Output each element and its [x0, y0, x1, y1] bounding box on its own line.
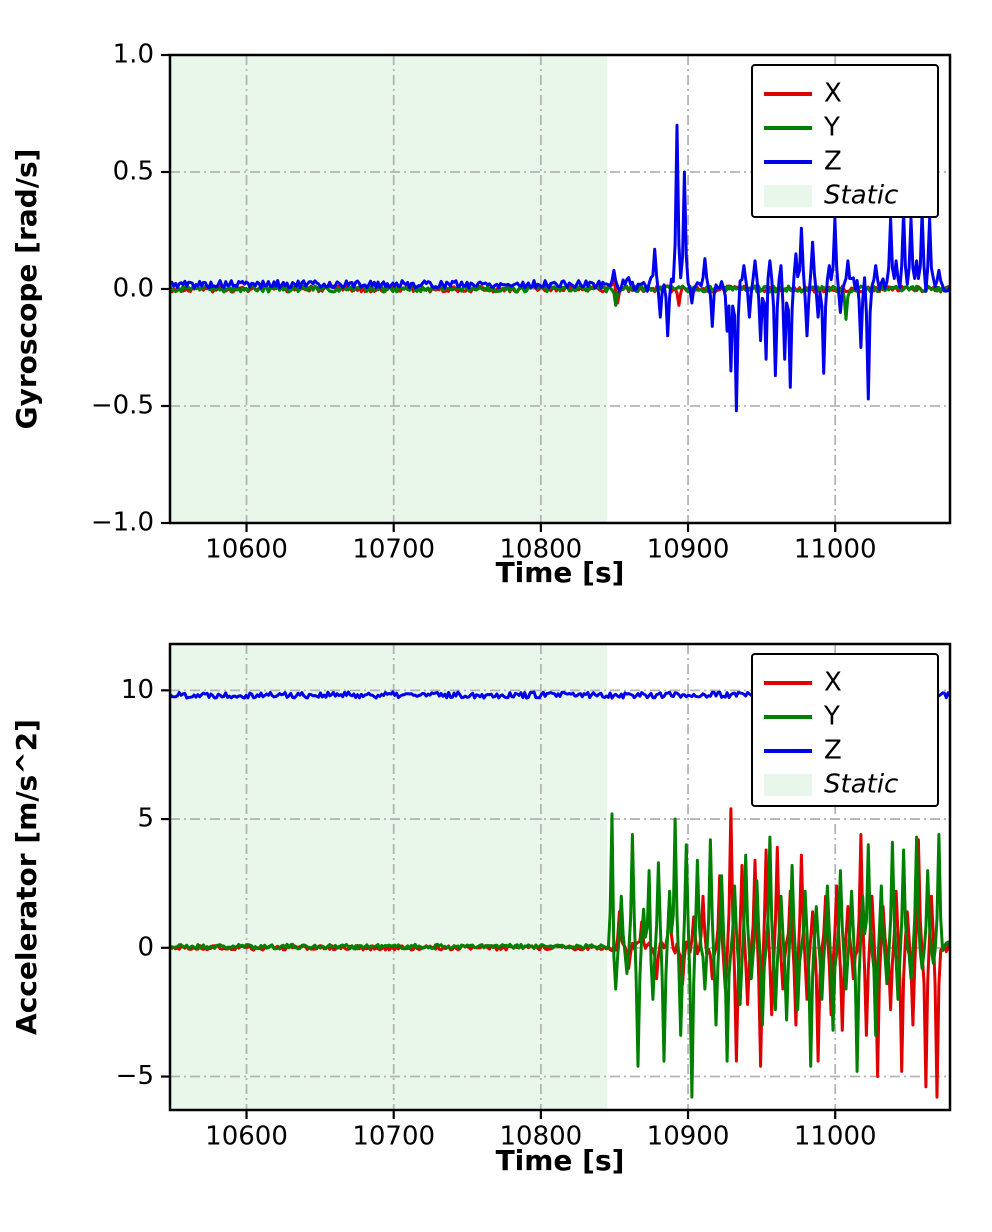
accelerator-plot-svg: 10600 10700 10800 10900 11000 −5 0 5 10 Time [s] A… [10, 642, 952, 1177]
accelerator-chart: 10600 10700 10800 10900 11000 −5 0 5 10 Time [s] A… [0, 614, 992, 1228]
y-tick-label: 1.0 [113, 40, 154, 70]
static-region-shading [170, 644, 608, 1110]
y-axis-label: Gyroscope [rad/s] [10, 149, 43, 430]
x-axis-label: Time [s] [496, 1144, 625, 1177]
legend-label-y: Y [823, 702, 840, 732]
x-tick-label: 10800 [500, 534, 583, 564]
y-tick-label: −5 [116, 1061, 154, 1091]
y-tick-label: 0 [137, 932, 154, 962]
legend-box [751, 653, 939, 807]
x-axis-label: Time [s] [496, 556, 625, 589]
legend-label-z: Z [824, 147, 842, 177]
legend-label-x: X [824, 79, 842, 109]
x-tick-label: 10600 [205, 534, 288, 564]
y-axis-label: Accelerator [m/s^2] [10, 719, 43, 1035]
legend-swatch-static [764, 185, 812, 207]
x-tick-label: 10900 [647, 1121, 730, 1151]
x-tick-label: 10800 [500, 1121, 583, 1151]
series-line-z [170, 123, 950, 413]
series-line-y [170, 812, 950, 1099]
y-tick-label: 5 [137, 804, 154, 834]
gyroscope-chart: 10600 10700 10800 10900 11000 −1.0 −0.5 0.0 0.5 1… [0, 0, 992, 614]
x-tick-label: 10700 [352, 1121, 435, 1151]
legend-label-static: Static [824, 770, 898, 800]
y-tick-label: 0.5 [113, 157, 154, 187]
y-tick-label: −1.0 [91, 508, 154, 538]
legend-label-static: Static [824, 181, 898, 211]
x-tick-label: 10900 [647, 534, 730, 564]
y-tick-label: −0.5 [91, 391, 154, 421]
x-tick-label: 11000 [794, 1121, 877, 1151]
legend-label-z: Z [824, 736, 842, 766]
x-tick-label: 11000 [794, 534, 877, 564]
x-tick-label: 10700 [352, 534, 435, 564]
x-tick-label: 10600 [205, 1121, 288, 1151]
legend-box [751, 64, 939, 218]
legend-swatch-static [764, 774, 812, 796]
y-tick-label: 0.0 [113, 274, 154, 304]
axes-border [168, 642, 952, 1112]
y-tick-label: 10 [121, 675, 154, 705]
legend-label-y: Y [823, 113, 840, 143]
legend-label-x: X [824, 668, 842, 698]
gyroscope-plot-svg: 10600 10700 10800 10900 11000 −1.0 −0.5 0.0 0.5 1… [10, 40, 952, 589]
